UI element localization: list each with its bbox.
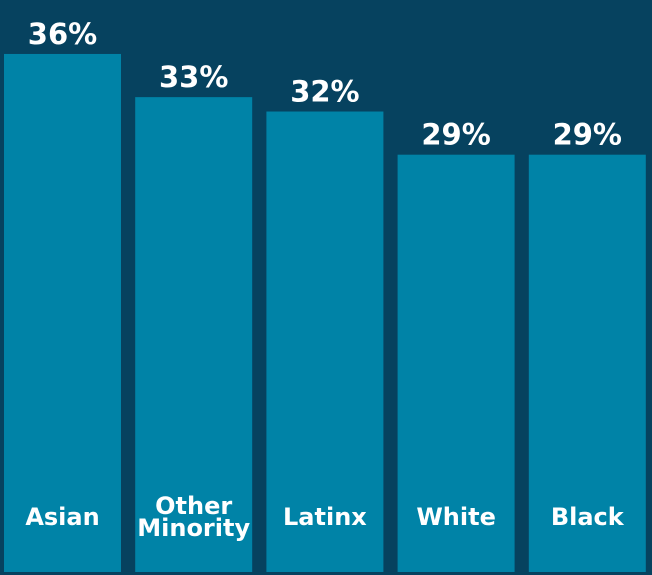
category-label: Other Minority bbox=[137, 492, 250, 542]
category-label-line: Black bbox=[551, 503, 625, 531]
value-label: 29% bbox=[421, 118, 490, 152]
category-label-line: White bbox=[416, 503, 496, 531]
value-label: 33% bbox=[159, 60, 228, 94]
category-label-line: Minority bbox=[137, 514, 250, 542]
bar-asian bbox=[4, 53, 121, 572]
category-label: Asian bbox=[25, 503, 99, 531]
category-label-line: Other bbox=[155, 492, 232, 520]
category-label-line: Latinx bbox=[283, 503, 367, 531]
bar-other-minority bbox=[135, 97, 253, 572]
category-label: White bbox=[416, 503, 496, 531]
value-label: 29% bbox=[553, 118, 622, 152]
category-label: Black bbox=[551, 503, 625, 531]
bar-white bbox=[397, 154, 515, 572]
bar-latinx bbox=[266, 111, 384, 573]
category-label: Latinx bbox=[283, 503, 367, 531]
value-label: 32% bbox=[290, 75, 359, 109]
category-label-line: Asian bbox=[25, 503, 99, 531]
bar-black bbox=[528, 154, 646, 572]
value-label: 36% bbox=[28, 17, 97, 51]
